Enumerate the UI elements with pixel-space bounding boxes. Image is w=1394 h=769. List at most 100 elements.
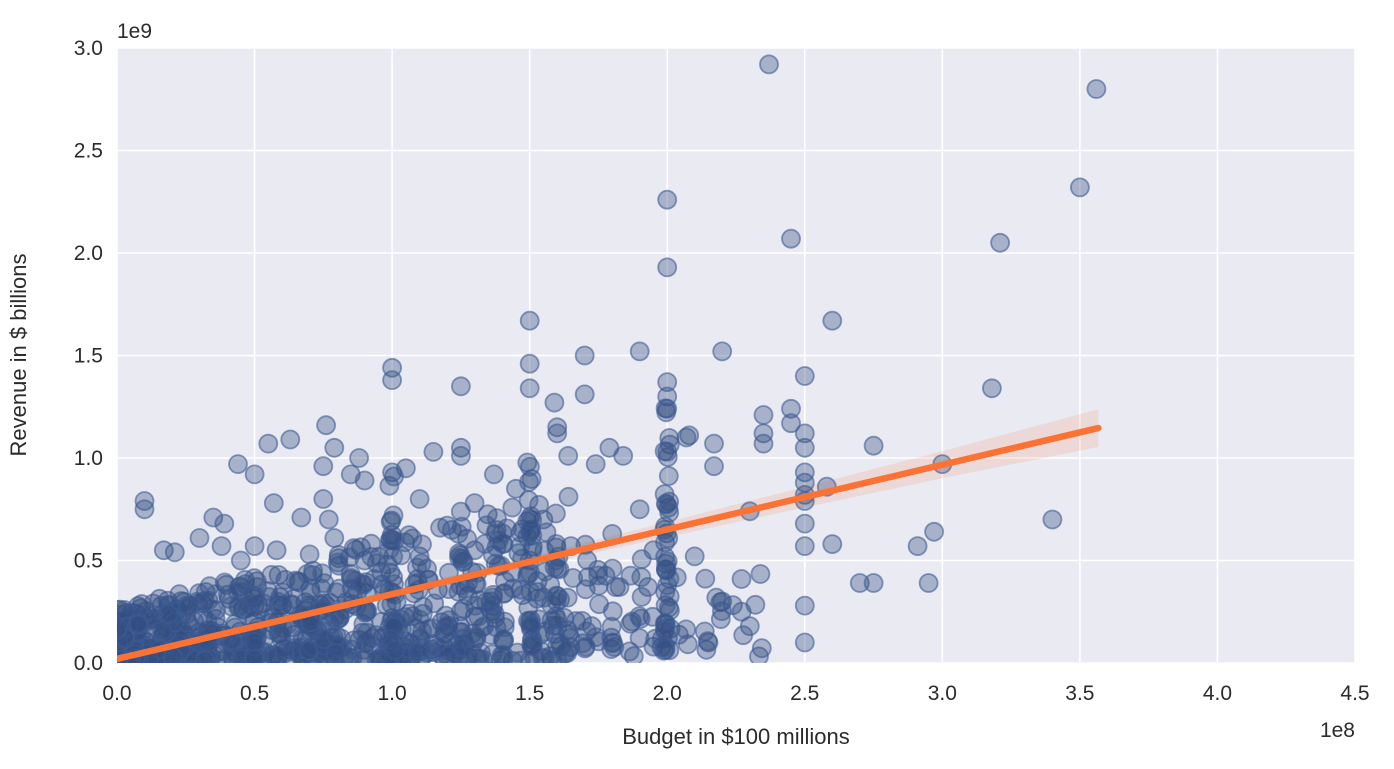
scatter-point xyxy=(629,628,650,648)
scatter-point xyxy=(794,366,815,386)
scatter-point xyxy=(494,583,515,603)
scatter-point xyxy=(982,378,1002,399)
scatter-point xyxy=(423,441,444,462)
scatter-point xyxy=(549,559,570,580)
scatter-point xyxy=(745,594,766,615)
scatter-point xyxy=(463,643,484,663)
scatter-point xyxy=(794,595,815,616)
gridlines xyxy=(116,47,1356,664)
y-tick-label: 2.5 xyxy=(74,140,103,163)
y-tick-label: 1.0 xyxy=(74,447,103,470)
scatter-point xyxy=(409,489,430,509)
scatter-point xyxy=(749,646,769,663)
scatter-point xyxy=(158,604,179,624)
scatter-point xyxy=(164,542,185,563)
scatter-point xyxy=(450,501,471,522)
scatter-point xyxy=(520,615,541,635)
y-axis-offset-label: 1e9 xyxy=(117,20,152,43)
scatter-point xyxy=(407,642,428,663)
x-tick-label: 4.5 xyxy=(1340,682,1369,705)
scatter-point xyxy=(822,534,843,554)
scatter-point xyxy=(430,517,451,538)
x-tick-label: 1.0 xyxy=(378,682,407,705)
scatter-point xyxy=(585,454,606,475)
scatter-point xyxy=(356,622,377,643)
scatter-point xyxy=(677,634,698,655)
y-axis-title: Revenue in $ billions xyxy=(6,253,31,456)
scatter-point xyxy=(657,257,678,278)
scatter-point xyxy=(361,533,382,554)
scatter-point xyxy=(603,632,623,653)
scatter-point xyxy=(558,486,579,507)
scatter-point xyxy=(354,470,375,491)
scatter-point xyxy=(466,626,487,647)
y-tick-label: 2.0 xyxy=(74,242,103,265)
scatter-point xyxy=(502,497,523,518)
x-tick-label: 1.5 xyxy=(515,682,544,705)
scatter-point xyxy=(152,620,173,641)
scatter-point xyxy=(519,378,540,399)
scatter-point xyxy=(924,521,944,542)
scatter-point xyxy=(753,423,774,444)
scatter-point xyxy=(470,649,490,663)
scatter-point xyxy=(601,616,622,637)
scatter-point xyxy=(409,609,430,630)
scatter-point xyxy=(781,398,801,419)
scatter-point xyxy=(313,456,334,477)
scatter-point xyxy=(407,557,427,578)
scatter-point xyxy=(352,622,373,643)
scatter-point xyxy=(266,540,287,561)
scatter-point xyxy=(384,639,405,660)
scatter-point xyxy=(656,494,677,515)
scatter-point xyxy=(326,626,347,646)
scatter-point xyxy=(704,456,724,477)
scatter-point xyxy=(710,609,731,629)
scatter-point xyxy=(794,536,815,556)
scatter-point xyxy=(918,573,939,593)
scatter-point xyxy=(657,551,678,572)
y-tick-label: 1.5 xyxy=(74,345,103,368)
scatter-point xyxy=(545,606,566,627)
scatter-point xyxy=(297,564,318,584)
scatter-point xyxy=(558,445,579,466)
scatter-point xyxy=(697,631,718,652)
scatter-point xyxy=(657,372,678,393)
y-tick-label: 0.0 xyxy=(74,652,103,675)
x-tick-label: 4.0 xyxy=(1203,682,1232,705)
scatter-point xyxy=(356,647,377,663)
scatter-point xyxy=(574,345,595,366)
scatter-point xyxy=(328,545,349,565)
scatter-point xyxy=(482,587,503,608)
scatter-point xyxy=(424,593,445,614)
scatter-point xyxy=(657,441,678,462)
scatter-point xyxy=(492,523,513,544)
scatter-point xyxy=(313,489,334,509)
scatter-point xyxy=(547,417,568,438)
scatter-point xyxy=(227,581,248,602)
x-axis-offset-label: 1e8 xyxy=(1320,719,1355,742)
scatter-point xyxy=(324,437,345,458)
scatter-point xyxy=(676,427,697,448)
scatter-point xyxy=(631,549,652,570)
scatter-point xyxy=(327,552,348,573)
scatter-point xyxy=(658,466,679,486)
scatter-point xyxy=(314,629,335,649)
scatter-point xyxy=(863,435,884,456)
scatter-point xyxy=(520,581,541,602)
scatter-point xyxy=(520,456,540,477)
scatter-point xyxy=(349,448,370,468)
scatter-point xyxy=(1070,177,1090,198)
scatter-point xyxy=(177,596,198,617)
scatter-point xyxy=(380,512,401,532)
scatter-point xyxy=(325,642,346,663)
scatter-point xyxy=(659,491,679,512)
scatter-point xyxy=(574,384,595,405)
scatter-point xyxy=(547,423,568,444)
scatter-point xyxy=(547,636,567,657)
scatter-point xyxy=(230,550,251,571)
scatter-point xyxy=(301,583,322,604)
scatter-point xyxy=(657,447,678,467)
scatter-point xyxy=(299,544,320,565)
scatter-point xyxy=(198,590,219,611)
